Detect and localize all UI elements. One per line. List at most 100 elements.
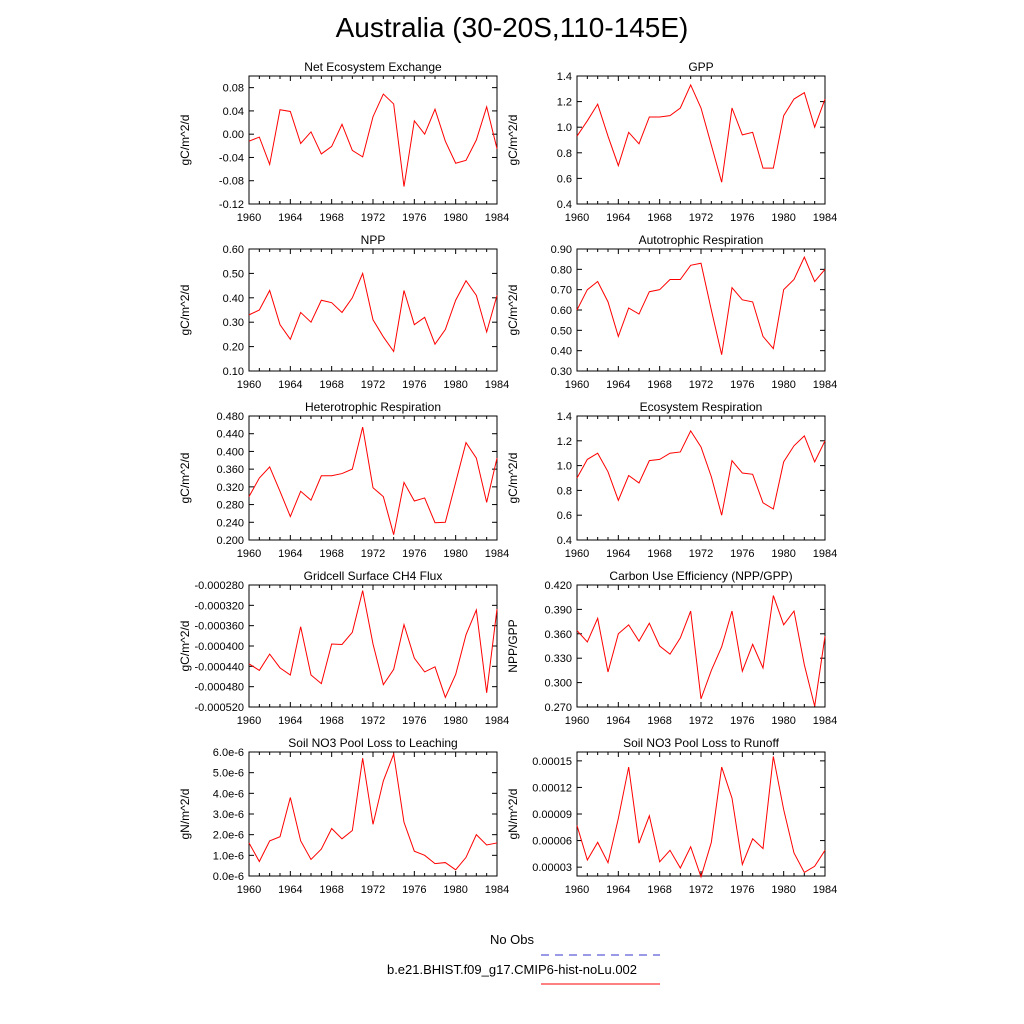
y-tick-label: 0.320 bbox=[216, 482, 244, 494]
y-tick-label: -0.000320 bbox=[194, 600, 244, 612]
x-tick-label: 1976 bbox=[730, 379, 754, 391]
y-tick-label: 0.04 bbox=[223, 106, 244, 118]
panel-title: Soil NO3 Pool Loss to Leaching bbox=[288, 736, 457, 750]
series-line bbox=[576, 83, 826, 183]
panel-4: Autotrophic Respiration gC/m^2/d 1960 1964 1… bbox=[506, 233, 837, 391]
x-tick-label: 1984 bbox=[485, 379, 509, 391]
x-tick-label: 1984 bbox=[813, 548, 837, 560]
x-tick-label: 1960 bbox=[237, 548, 261, 560]
panel-title: Autotrophic Respiration bbox=[639, 233, 764, 247]
y-tick-label: 0.200 bbox=[216, 535, 244, 547]
panel-title: NPP bbox=[361, 233, 386, 247]
panel-9: Soil NO3 Pool Loss to Leaching gN/m^2/d 19… bbox=[178, 736, 509, 896]
x-tick-label: 1976 bbox=[402, 715, 426, 727]
series-line bbox=[248, 271, 498, 353]
x-tick-label: 1984 bbox=[813, 715, 837, 727]
y-tick-label: 0.360 bbox=[216, 464, 244, 476]
y-tick-label: 0.00003 bbox=[532, 862, 572, 874]
x-tick-label: 1980 bbox=[443, 548, 467, 560]
plot-frame bbox=[248, 415, 498, 541]
y-tick-label: 0.00006 bbox=[532, 836, 572, 848]
x-tick-label: 1984 bbox=[813, 884, 837, 896]
y-tick-label: 0.330 bbox=[544, 653, 572, 665]
y-tick-label: 0.50 bbox=[223, 268, 244, 280]
y-axis-label: gC/m^2/d bbox=[506, 115, 520, 166]
series-line bbox=[248, 93, 498, 187]
y-tick-label: -0.000280 bbox=[194, 580, 244, 592]
y-tick-label: 3.0e-6 bbox=[213, 809, 244, 821]
y-axis-label: gC/m^2/d bbox=[506, 453, 520, 504]
y-tick-label: -0.000440 bbox=[194, 661, 244, 673]
y-tick-label: 0.8 bbox=[557, 485, 572, 497]
panel-title: Carbon Use Efficiency (NPP/GPP) bbox=[609, 569, 792, 583]
x-tick-label: 1960 bbox=[565, 212, 589, 224]
y-tick-label: 0.60 bbox=[551, 305, 572, 317]
x-tick-label: 1972 bbox=[361, 379, 385, 391]
panel-title: GPP bbox=[688, 60, 713, 74]
plot-frame bbox=[576, 584, 826, 708]
x-tick-label: 1980 bbox=[443, 715, 467, 727]
panel-1: Net Ecosystem Exchange gC/m^2/d 1960 1964 19… bbox=[178, 60, 509, 224]
x-tick-label: 1960 bbox=[565, 548, 589, 560]
y-tick-label: 0.360 bbox=[544, 629, 572, 641]
figure-title: Australia (30-20S,110-145E) bbox=[335, 12, 689, 43]
y-tick-label: 0.480 bbox=[216, 411, 244, 423]
x-tick-label: 1980 bbox=[771, 212, 795, 224]
y-axis-label: NPP/GPP bbox=[506, 619, 520, 672]
x-tick-label: 1964 bbox=[606, 379, 630, 391]
y-tick-label: 0.30 bbox=[223, 317, 244, 329]
panel-6: Ecosystem Respiration gC/m^2/d 1960 1964 196… bbox=[506, 400, 837, 560]
series-line bbox=[248, 752, 498, 871]
x-tick-label: 1972 bbox=[689, 548, 713, 560]
y-tick-label: 0.6 bbox=[557, 173, 572, 185]
x-tick-label: 1984 bbox=[813, 379, 837, 391]
y-tick-label: 0.70 bbox=[551, 285, 572, 297]
y-tick-label: 0.270 bbox=[544, 702, 572, 714]
plot-frame bbox=[576, 248, 826, 372]
x-tick-label: 1980 bbox=[443, 212, 467, 224]
y-tick-label: 0.00009 bbox=[532, 809, 572, 821]
x-tick-label: 1980 bbox=[771, 715, 795, 727]
series-line bbox=[248, 426, 498, 535]
x-tick-label: 1964 bbox=[606, 884, 630, 896]
x-tick-label: 1976 bbox=[730, 212, 754, 224]
y-tick-label: -0.04 bbox=[219, 152, 244, 164]
y-tick-label: 0.8 bbox=[557, 148, 572, 160]
y-tick-label: 1.2 bbox=[557, 436, 572, 448]
x-tick-label: 1980 bbox=[771, 548, 795, 560]
x-tick-label: 1980 bbox=[443, 379, 467, 391]
y-tick-label: 0.300 bbox=[544, 678, 572, 690]
x-tick-label: 1968 bbox=[319, 212, 343, 224]
x-tick-label: 1960 bbox=[565, 379, 589, 391]
y-tick-label: -0.000520 bbox=[194, 702, 244, 714]
x-tick-label: 1972 bbox=[361, 884, 385, 896]
y-tick-label: 0.400 bbox=[216, 446, 244, 458]
y-axis-label: gC/m^2/d bbox=[178, 285, 192, 336]
y-axis-label: gC/m^2/d bbox=[178, 115, 192, 166]
y-axis-label: gN/m^2/d bbox=[178, 789, 192, 840]
legend-case-label: b.e21.BHIST.f09_g17.CMIP6-hist-noLu.002 bbox=[386, 962, 638, 977]
y-axis-label: gN/m^2/d bbox=[506, 789, 520, 840]
x-tick-label: 1968 bbox=[647, 212, 671, 224]
x-tick-label: 1964 bbox=[606, 715, 630, 727]
y-tick-label: 0.280 bbox=[216, 500, 244, 512]
x-tick-label: 1972 bbox=[689, 379, 713, 391]
y-tick-label: 0.00012 bbox=[532, 782, 572, 794]
y-tick-label: 0.08 bbox=[223, 83, 244, 95]
y-tick-label: 1.4 bbox=[557, 71, 572, 83]
y-tick-label: -0.000360 bbox=[194, 621, 244, 633]
x-tick-label: 1964 bbox=[278, 379, 302, 391]
y-tick-label: 1.2 bbox=[557, 97, 572, 109]
panel-7: Gridcell Surface CH4 Flux gC/m^2/d 1960 196… bbox=[178, 569, 509, 727]
x-tick-label: 1964 bbox=[606, 548, 630, 560]
x-tick-label: 1972 bbox=[689, 884, 713, 896]
x-tick-label: 1972 bbox=[361, 715, 385, 727]
series-line bbox=[576, 595, 826, 707]
y-tick-label: 0.240 bbox=[216, 517, 244, 529]
y-tick-label: -0.000400 bbox=[194, 641, 244, 653]
x-tick-label: 1976 bbox=[730, 884, 754, 896]
x-tick-label: 1984 bbox=[485, 715, 509, 727]
x-tick-label: 1964 bbox=[278, 715, 302, 727]
x-tick-label: 1984 bbox=[485, 884, 509, 896]
